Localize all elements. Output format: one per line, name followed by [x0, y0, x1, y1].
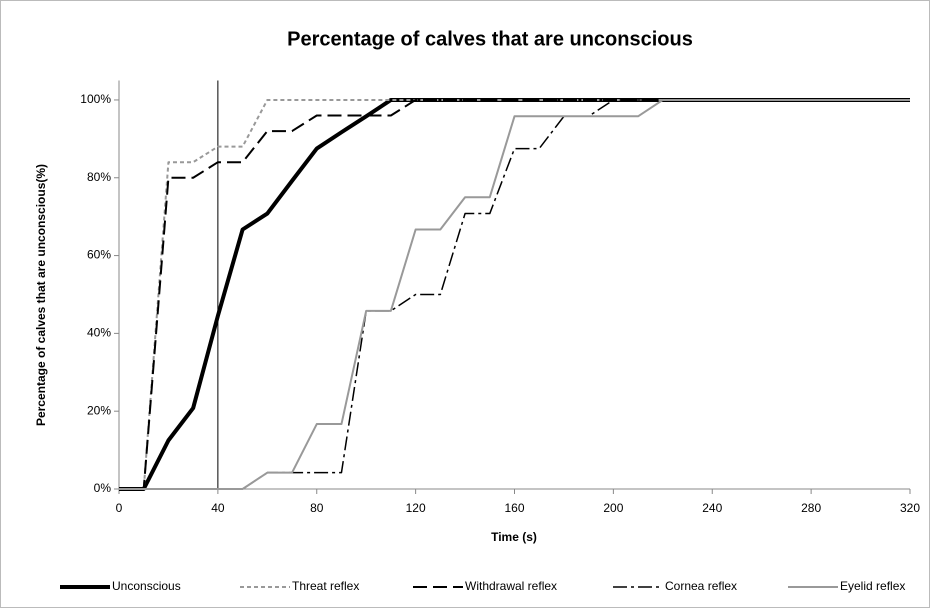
legend-label: Withdrawal reflex [465, 579, 557, 593]
y-tick-label: 60% [87, 248, 111, 262]
series-line [119, 98, 910, 490]
x-tick-label: 280 [801, 501, 821, 515]
x-tick-label: 0 [116, 501, 123, 515]
x-tick-label: 80 [310, 501, 324, 515]
legend-label: Cornea reflex [665, 579, 737, 593]
x-tick-label: 40 [211, 501, 225, 515]
chart-title: Percentage of calves that are unconsciou… [287, 28, 693, 50]
y-tick-label: 0% [94, 481, 112, 495]
y-axis-label: Percentage of calves that are unconsciou… [34, 164, 48, 426]
y-tick-label: 40% [87, 326, 111, 340]
series-line [119, 97, 910, 491]
x-tick-label: 200 [603, 501, 623, 515]
x-tick-label: 120 [406, 501, 426, 515]
y-tick-label: 20% [87, 403, 111, 417]
x-tick-label: 160 [504, 501, 524, 515]
legend-label: Unconscious [112, 579, 181, 593]
x-tick-label: 240 [702, 501, 722, 515]
legend-label: Threat reflex [292, 579, 359, 593]
y-tick-label: 80% [87, 170, 111, 184]
legend-label: Eyelid reflex [840, 579, 905, 593]
series-line [119, 98, 910, 490]
x-axis-label: Time (s) [491, 530, 537, 544]
y-tick-label: 100% [80, 92, 111, 106]
series-line [119, 98, 910, 490]
x-tick-label: 320 [900, 501, 920, 515]
